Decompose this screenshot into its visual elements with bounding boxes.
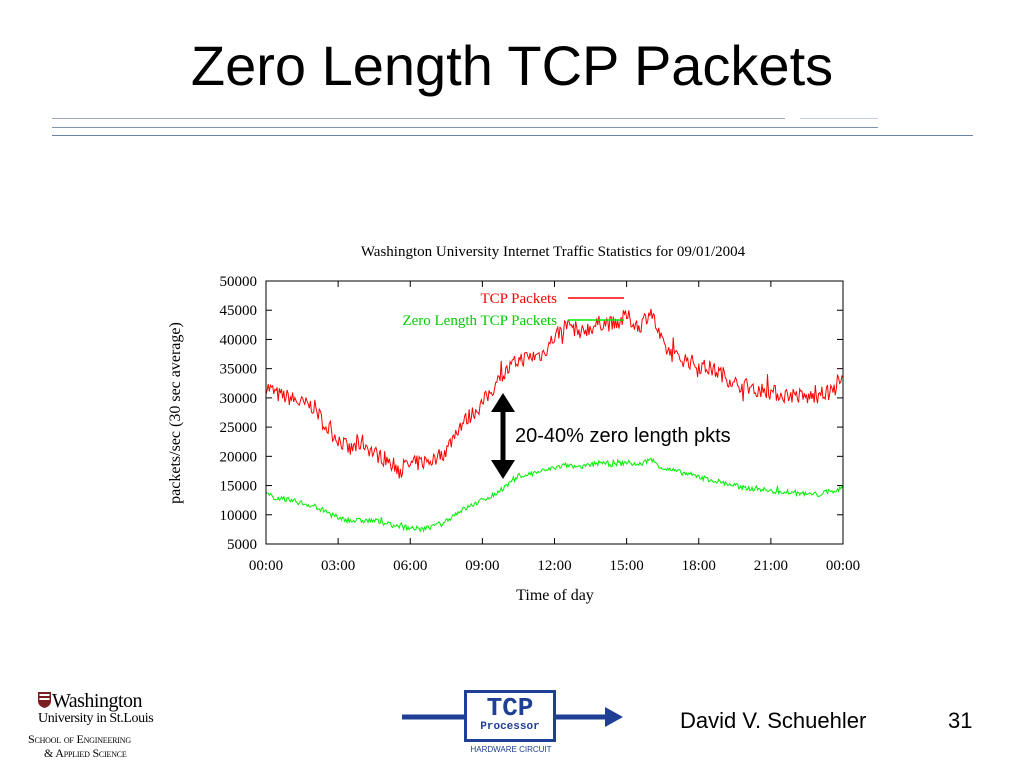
y-tick-label: 15000 <box>220 479 258 495</box>
plot-frame <box>265 280 844 545</box>
x-tick-label: 00:00 <box>249 558 283 574</box>
series-tcp-packets-line <box>265 308 844 479</box>
tcp-logo-subtitle: Processor <box>480 721 540 733</box>
x-tick-label: 00:00 <box>826 558 860 574</box>
x-axis-ticks: 00:00 03:00 06:00 09:00 12:00 15:00 18:00 21:00… <box>249 281 860 574</box>
y-tick-label: 40000 <box>220 332 258 348</box>
y-tick-label: 10000 <box>220 508 258 524</box>
series-layer <box>265 308 844 533</box>
x-tick-label: 06:00 <box>393 558 427 574</box>
university-subname: University in St.Louis <box>38 711 154 726</box>
y-tick-label: 45000 <box>220 303 258 319</box>
chart-title: Washington University Internet Traffic S… <box>361 244 746 260</box>
y-axis-ticks: 50000 45000 40000 35000 30000 25000 20000 15000… <box>220 274 843 553</box>
washington-university-logo: Washington University in St.Louis School… <box>28 690 178 762</box>
slide-title: Zero Length TCP Packets <box>190 34 834 97</box>
y-tick-label: 35000 <box>220 362 258 378</box>
title-divider-line <box>800 118 878 119</box>
y-tick-label: 30000 <box>220 391 258 407</box>
y-axis-title: packets/sec (30 sec average) <box>167 322 184 504</box>
x-tick-label: 09:00 <box>465 558 499 574</box>
footer-author: David V. Schuehler <box>680 708 867 733</box>
tcp-logo-caption: HARDWARE CIRCUIT <box>470 745 552 754</box>
title-divider-line <box>52 118 785 119</box>
x-tick-label: 03:00 <box>321 558 355 574</box>
tcp-processor-logo: TCP Processor HARDWARE CIRCUIT <box>400 686 625 762</box>
double-arrow-icon <box>491 393 515 479</box>
university-name: Washington <box>52 690 143 712</box>
legend-label-tcp: TCP Packets <box>480 291 557 307</box>
title-divider-line <box>52 127 878 128</box>
university-shield-icon <box>38 692 51 708</box>
y-tick-label: 50000 <box>220 274 258 290</box>
school-name: School of Engineering <box>28 732 131 746</box>
legend-label-zero: Zero Length TCP Packets <box>402 313 557 329</box>
legend: TCP Packets Zero Length TCP Packets <box>402 291 624 329</box>
tcp-logo-box: TCP Processor <box>464 690 556 742</box>
arrow-right-icon <box>402 707 623 727</box>
x-tick-label: 18:00 <box>682 558 716 574</box>
y-tick-label: 5000 <box>227 537 257 553</box>
school-subname: & Applied Science <box>44 746 127 760</box>
y-tick-label: 25000 <box>220 420 258 436</box>
x-tick-label: 12:00 <box>537 558 571 574</box>
tcp-logo-title: TCP <box>486 693 534 723</box>
x-axis-title: Time of day <box>516 587 594 604</box>
page-number: 31 <box>948 708 973 733</box>
x-tick-label: 21:00 <box>754 558 788 574</box>
y-tick-label: 20000 <box>220 449 258 465</box>
title-divider-line <box>52 135 973 136</box>
series-zero-length-line <box>265 457 844 533</box>
annotation-text: 20-40% zero length pkts <box>515 425 731 447</box>
x-tick-label: 15:00 <box>610 558 644 574</box>
